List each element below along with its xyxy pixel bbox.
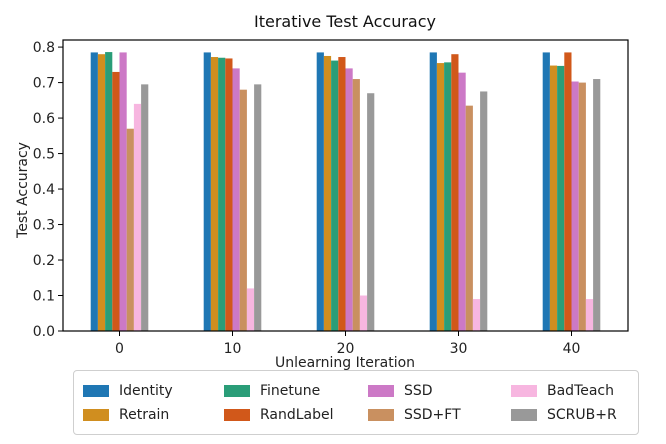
legend-swatch [368,385,394,397]
bar-randlabel-20 [338,57,346,331]
legend-entry-finetune: Finetune [224,381,320,401]
bar-scrub-r-0 [141,84,149,331]
legend-swatch [224,385,250,397]
y-tick-label: 0.7 [33,76,55,92]
chart-title: Iterative Test Accuracy [254,12,436,31]
y-axis-ticks: 0.0 0.1 0.2 0.3 0.4 0.5 0.6 0.7 0.8 [33,40,63,340]
bar-ssd-ft-20 [352,79,360,331]
legend-swatch [83,409,109,421]
y-tick-label: 0.0 [33,324,55,340]
y-tick-label: 0.2 [33,253,55,269]
y-tick-label: 0.4 [33,182,55,198]
bar-retrain-20 [323,55,332,331]
bar-identity-40 [542,52,550,332]
bar-scrub-r-40 [593,79,601,331]
bar-ssd-20 [345,68,353,331]
legend-swatch [224,409,250,421]
y-tick-label: 0.8 [33,40,55,56]
y-tick-label: 0.5 [33,147,55,163]
bar-ssd-ft-30 [465,105,473,332]
y-tick-label: 0.3 [33,218,55,234]
bar-finetune-10 [218,57,226,332]
bar-retrain-0 [97,54,106,331]
bar-badteach-10 [246,288,255,331]
bar-randlabel-40 [564,52,572,332]
legend-label: Identity [119,383,173,399]
legend-label: BadTeach [547,383,615,399]
bar-retrain-40 [549,65,558,332]
legend-entry-retrain: Retrain [83,405,169,425]
bar-randlabel-0 [112,71,120,331]
bar-scrub-r-10 [254,84,262,331]
legend-entry-identity: Identity [83,381,173,401]
bar-identity-0 [90,52,98,332]
legend-label: RandLabel [260,407,334,423]
bar-finetune-40 [557,65,565,331]
bar-badteach-20 [359,295,368,331]
bar-scrub-r-20 [367,93,375,331]
legend-swatch [83,385,109,397]
bar-retrain-10 [210,57,219,331]
y-axis-label: Test Accuracy [15,142,31,239]
bar-identity-10 [203,52,211,332]
legend-entry-randlabel: RandLabel [224,405,334,425]
chart-legend: Identity Retrain Finetune RandLabel SSD SSD+F… [73,370,639,435]
legend-swatch [511,385,537,397]
legend-label: SSD [404,383,433,399]
bar-randlabel-30 [451,54,459,331]
legend-label: Retrain [119,407,170,423]
x-axis-label: Unlearning Iteration [275,355,415,370]
bar-randlabel-10 [225,58,233,331]
y-tick-label: 0.1 [33,289,55,305]
legend-label: Finetune [260,383,321,399]
legend-entry-scrub-r: SCRUB+R [511,405,617,425]
bar-finetune-0 [105,52,113,331]
bar-badteach-0 [133,103,142,331]
bar-chart: Iterative Test Accuracy 0.00.10.20.30.40… [15,12,629,370]
bar-badteach-40 [585,299,594,331]
legend-entry-ssd: SSD [368,381,433,401]
bars-group [90,52,601,332]
bar-ssd-0 [119,52,127,332]
y-tick-label: 0.6 [33,111,55,127]
legend-label: SCRUB+R [547,407,617,423]
x-tick-label: 0 [115,341,124,357]
legend-swatch [368,409,394,421]
x-tick-label: 30 [450,341,468,357]
bar-badteach-30 [472,299,481,331]
bar-retrain-30 [436,63,445,331]
legend-swatch [511,409,537,421]
bar-identity-20 [316,52,324,332]
bar-ssd-ft-10 [239,89,247,332]
x-tick-label: 40 [563,341,581,357]
legend-label: SSD+FT [404,407,461,423]
bar-ssd-30 [458,72,466,332]
x-tick-label: 20 [337,341,355,357]
bar-ssd-ft-0 [126,128,134,331]
legend-entry-badteach: BadTeach [511,381,614,401]
bar-identity-30 [429,52,437,332]
bar-ssd-10 [232,68,240,331]
bar-finetune-30 [444,62,452,332]
x-tick-label: 10 [224,341,242,357]
bar-finetune-20 [331,60,339,331]
legend-entry-ssd-ft: SSD+FT [368,405,461,425]
bar-scrub-r-30 [480,91,488,332]
bar-ssd-40 [571,81,579,332]
bar-ssd-ft-40 [578,82,586,331]
x-axis-ticks: 0 10 20 30 40 [115,331,580,357]
